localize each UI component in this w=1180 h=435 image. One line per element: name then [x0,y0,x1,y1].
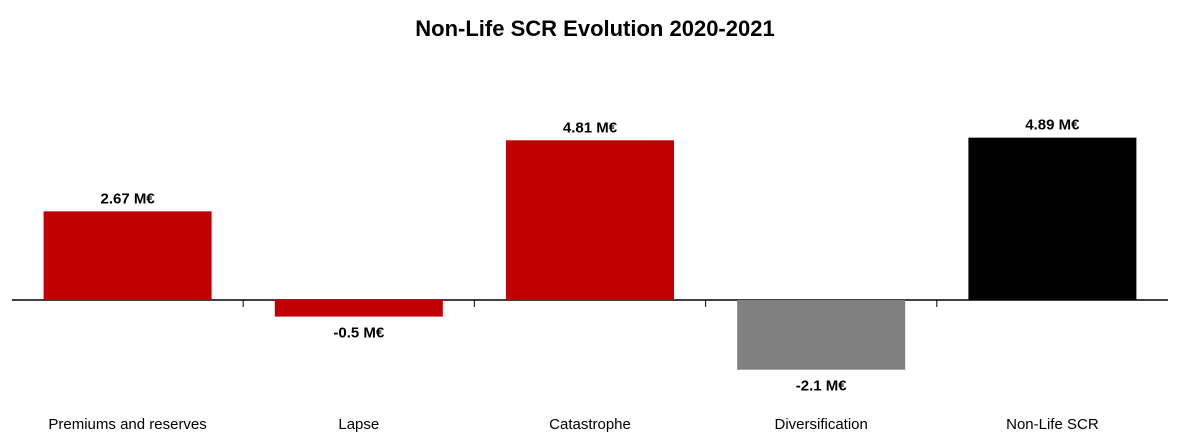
bar [274,300,443,317]
bar [737,300,906,370]
x-tick-label: Catastrophe [549,416,631,433]
bar [506,140,674,300]
value-label: -0.5 M€ [333,325,385,342]
x-tick-label: Diversification [775,416,868,433]
chart-title: Non-Life SCR Evolution 2020-2021 [415,16,774,41]
x-tick-label: Lapse [338,416,379,433]
bar [43,211,212,300]
value-label: 4.89 M€ [1025,117,1080,134]
x-tick-label: Non-Life SCR [1006,416,1099,433]
bar [968,137,1137,300]
value-label: -2.1 M€ [796,378,848,395]
x-tick-label: Premiums and reserves [48,416,206,433]
value-label: 2.67 M€ [100,190,155,207]
value-label: 4.81 M€ [563,119,618,136]
